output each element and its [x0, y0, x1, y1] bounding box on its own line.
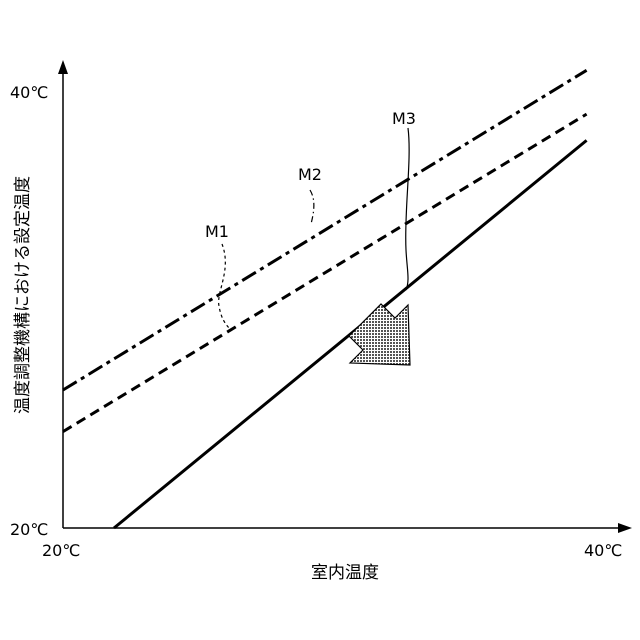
axes — [58, 60, 632, 533]
x-tick-label-left: 20℃ — [42, 541, 80, 560]
series-label-m1: M1 — [205, 222, 229, 241]
series-label-m3: M3 — [392, 109, 416, 128]
series-label-m2: M2 — [298, 165, 322, 184]
series-line-m2 — [63, 70, 587, 390]
y-tick-label-top: 40℃ — [10, 83, 48, 102]
x-tick-label-right: 40℃ — [584, 541, 622, 560]
series-layer — [63, 70, 587, 528]
m3-leader-line — [406, 128, 409, 290]
series-line-m1 — [63, 114, 587, 432]
y-tick-label-bottom: 20℃ — [10, 520, 48, 539]
x-axis-title: 室内温度 — [311, 563, 379, 583]
shift-arrow — [349, 304, 410, 365]
x-axis-arrowhead — [618, 523, 632, 533]
leader-lines — [219, 128, 410, 330]
y-axis-arrowhead — [58, 60, 68, 74]
m2-leader-line — [310, 190, 314, 224]
y-axis-title: 温度調整機構における設定温度 — [13, 176, 33, 414]
